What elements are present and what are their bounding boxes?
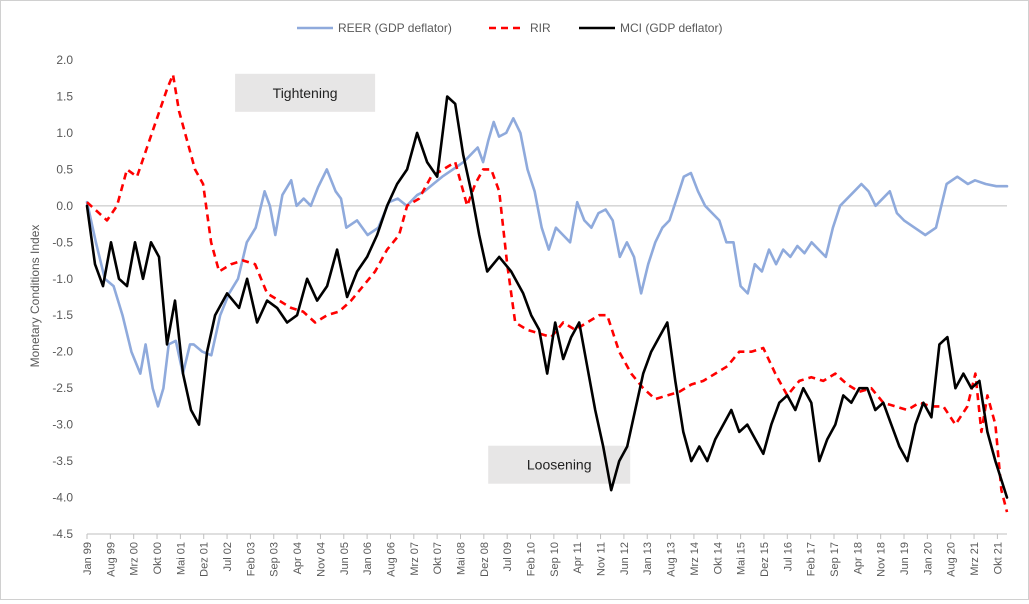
x-tick-label: Nov 18: [876, 542, 888, 577]
y-tick-label: 0.0: [56, 199, 73, 213]
legend: REER (GDP deflator) RIR MCI (GDP deflator): [297, 21, 722, 35]
x-tick-label: Jan 06: [362, 542, 374, 575]
x-tick-label: Sep 03: [269, 542, 281, 577]
y-tick-label: -2.5: [52, 381, 73, 395]
y-axis-label: Monetary Conditions Index: [28, 225, 42, 368]
x-tick-label: Sep 17: [829, 542, 841, 577]
x-tick-label: Apr 11: [572, 542, 584, 574]
x-tick-label: Jun 12: [619, 542, 631, 575]
y-tick-label: -1.0: [52, 272, 73, 286]
x-tick-label: Dez 15: [759, 542, 771, 577]
x-tick-label: Mrz 21: [969, 542, 981, 576]
x-tick-label: Mrz 07: [409, 542, 421, 576]
x-tick-label: Aug 20: [946, 542, 958, 577]
x-tick-label: Nov 11: [596, 542, 608, 576]
x-tick-label: Jul 09: [502, 542, 514, 571]
y-axis: 2.0 1.5 1.0 0.5 0.0 -0.5 -1.0 -1.5 -2.0 -2.5 -3.0 -…: [52, 53, 1007, 541]
x-tick-label: Sep 10: [549, 542, 561, 577]
x-tick-label: Jan 13: [642, 542, 654, 575]
x-tick-label: Okt 21: [992, 542, 1004, 574]
x-tick-label: Dez 01: [199, 542, 211, 577]
x-axis: Jan 99 Aug 99 Mrz 00 Okt 00 Mai 01 Dez 01 Jul …: [82, 533, 1007, 577]
y-tick-label: 2.0: [56, 53, 73, 67]
y-tick-label: -0.5: [52, 235, 73, 249]
legend-label: RIR: [530, 21, 551, 35]
legend-label: MCI (GDP deflator): [620, 21, 722, 35]
x-tick-label: Mai 15: [736, 542, 748, 575]
annotation-box: [235, 73, 376, 112]
y-tick-label: -4.0: [52, 491, 73, 505]
x-tick-label: Aug 06: [385, 542, 397, 577]
x-tick-label: Feb 10: [526, 542, 538, 576]
x-tick-label: Okt 07: [432, 542, 444, 574]
x-tick-label: Jun 19: [899, 542, 911, 575]
x-tick-label: Feb 03: [245, 542, 257, 576]
y-tick-label: 1.5: [56, 89, 73, 103]
annotation-label: Tightening: [273, 85, 338, 101]
y-tick-label: -3.0: [52, 418, 73, 432]
x-tick-label: Jul 16: [782, 542, 794, 571]
x-tick-label: Mai 01: [175, 542, 187, 575]
series-line-reer: [85, 117, 1009, 408]
x-tick-label: Okt 14: [712, 542, 724, 574]
y-tick-label: -1.5: [52, 308, 73, 322]
x-tick-label: Dez 08: [479, 542, 491, 577]
x-tick-label: Aug 99: [105, 542, 117, 577]
y-tick-label: 0.5: [56, 162, 73, 176]
x-tick-label: Okt 00: [152, 542, 164, 574]
series-group: [85, 73, 1009, 513]
x-tick-label: Apr 04: [292, 542, 304, 574]
x-tick-label: Mrz 00: [129, 542, 141, 576]
x-tick-label: Nov 04: [315, 542, 327, 577]
x-tick-label: Jan 20: [922, 542, 934, 575]
x-tick-label: Mai 08: [455, 542, 467, 575]
x-tick-label: Jun 05: [339, 542, 351, 575]
x-tick-label: Feb 17: [806, 542, 818, 576]
y-tick-label: -4.5: [52, 527, 73, 541]
x-tick-label: Jul 02: [222, 542, 234, 571]
x-tick-label: Aug 13: [666, 542, 678, 577]
series-line-mci: [85, 95, 1009, 499]
y-tick-label: -3.5: [52, 454, 73, 468]
y-tick-label: -2.0: [52, 345, 73, 359]
x-tick-label: Jan 99: [82, 542, 94, 575]
annotation-label: Loosening: [527, 457, 592, 473]
legend-label: REER (GDP deflator): [338, 21, 452, 35]
x-tick-label: Mrz 14: [689, 542, 701, 576]
annotations: Tightening Loosening: [235, 73, 631, 484]
series-line-rir: [86, 73, 1009, 513]
x-tick-label: Apr 18: [852, 542, 864, 574]
y-tick-label: 1.0: [56, 126, 73, 140]
